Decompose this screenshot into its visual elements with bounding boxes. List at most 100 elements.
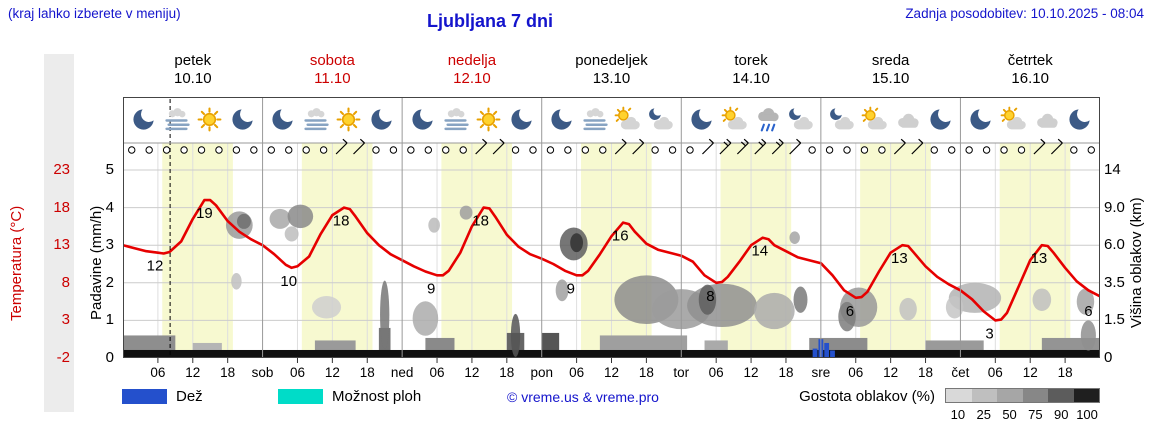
- sun-cloud-icon: [721, 106, 748, 133]
- day-header: četrtek 16.10: [960, 52, 1100, 88]
- day-name: nedelja: [447, 52, 497, 69]
- wind-calm-icon: [459, 146, 467, 154]
- wind-barb-icon: [754, 138, 767, 155]
- cloud-axis-tick: 3.5: [1104, 273, 1125, 291]
- credit-link[interactable]: © vreme.us & vreme.pro: [507, 389, 659, 405]
- density-value: 90: [1053, 407, 1069, 422]
- density-value: 50: [1002, 407, 1017, 422]
- day-abbrev-label: ned: [391, 365, 414, 380]
- time-tick-label: 06: [569, 365, 584, 380]
- showers-legend-swatch: [278, 389, 323, 404]
- time-tick-label: 06: [430, 365, 445, 380]
- cloud-blob: [269, 208, 291, 229]
- density-value: 10: [950, 407, 966, 422]
- time-tick-label: 18: [778, 365, 793, 380]
- time-tick-label: 18: [639, 365, 654, 380]
- chart-frame: [123, 97, 1100, 358]
- cloud-blob: [698, 284, 717, 315]
- time-tick-label: 06: [150, 365, 165, 380]
- cloud-height-axis-label: Višina oblakov (km): [1128, 197, 1145, 329]
- temp-value-label: 9: [427, 280, 435, 297]
- day-band: [580, 143, 652, 358]
- wind-calm-icon: [1017, 146, 1026, 154]
- wind-calm-icon: [651, 146, 659, 154]
- moon-icon: [548, 106, 575, 133]
- time-tick-label: 18: [499, 365, 514, 380]
- temp-value-label: 3: [985, 325, 993, 342]
- wind-barb-icon: [492, 138, 505, 155]
- temp-axis-tick: 13: [53, 236, 70, 254]
- wind-calm-icon: [407, 146, 415, 154]
- temperature-curve: [123, 198, 1100, 322]
- day-date: 16.10: [1011, 70, 1049, 87]
- day-band: [999, 143, 1071, 358]
- showers-legend-label: Možnost ploh: [332, 388, 422, 405]
- wind-calm-icon: [250, 146, 258, 154]
- wind-calm-icon: [930, 146, 938, 154]
- last-updated: Zadnja posodobitev: 10.10.2025 - 08:04: [905, 6, 1144, 21]
- cloud-axis-tick: 1.5: [1104, 311, 1125, 329]
- moon-icon: [269, 106, 296, 133]
- wind-barb-icon: [353, 138, 365, 155]
- time-tick-label: 12: [883, 365, 898, 380]
- wind-calm-icon: [128, 146, 136, 154]
- cloud-blob: [428, 217, 440, 233]
- day-icons: [263, 99, 403, 139]
- time-tick-label: 12: [604, 365, 619, 380]
- cloud-icon: [1033, 106, 1060, 133]
- wind-calm-icon: [319, 146, 328, 154]
- time-tick-label: 12: [325, 365, 340, 380]
- wind-barb-icon: [614, 138, 627, 155]
- time-tick-label: 18: [360, 365, 375, 380]
- cloud-blob: [287, 204, 314, 229]
- density-swatch: [971, 389, 997, 402]
- precip-bar: [812, 348, 818, 358]
- wind-calm-icon: [372, 146, 380, 154]
- temp-value-label: 13: [891, 250, 908, 267]
- precip-axis-tick: 0: [105, 349, 114, 366]
- wind-calm-icon: [668, 146, 677, 154]
- time-tick-label: 06: [848, 365, 863, 380]
- day-date: 13.10: [592, 70, 631, 87]
- day-abbrev-label: sre: [811, 365, 830, 380]
- moon-icon: [508, 106, 535, 133]
- day-abbrev-label: čet: [951, 365, 969, 380]
- wind-calm-icon: [599, 146, 607, 154]
- fog-icon: [581, 106, 609, 133]
- wind-calm-icon: [215, 146, 223, 154]
- day-header: nedelja 12.10: [402, 52, 542, 88]
- cloud-blob: [459, 205, 473, 220]
- temp-value-label: 9: [567, 280, 575, 297]
- cloud-blob: [312, 295, 342, 319]
- temp-value-label: 10: [280, 273, 297, 290]
- temp-value-label: 16: [612, 228, 629, 245]
- day-date: 14.10: [732, 70, 770, 87]
- wind-calm-icon: [581, 146, 590, 154]
- day-date: 12.10: [453, 70, 491, 87]
- cloud-axis-tick: 9.0: [1104, 198, 1125, 216]
- wind-calm-icon: [145, 146, 153, 154]
- day-header: torek 14.10: [681, 52, 821, 88]
- cloud-blob: [838, 301, 856, 332]
- cloud-blob: [687, 283, 757, 327]
- cloud-blob: [899, 297, 917, 321]
- day-name: sobota: [309, 52, 355, 69]
- wind-calm-icon: [843, 146, 851, 154]
- wind-calm-icon: [162, 146, 171, 154]
- temp-axis-tick: 18: [53, 198, 70, 216]
- wind-calm-icon: [197, 146, 206, 154]
- fog-icon: [442, 106, 469, 133]
- day-name: torek: [734, 52, 768, 69]
- sun-cloud-icon: [861, 106, 888, 133]
- moon-cloud-icon: [828, 106, 855, 133]
- temp-value-label: 13: [1031, 250, 1048, 267]
- cloud-blob: [570, 233, 584, 253]
- density-value: 100: [1076, 407, 1098, 422]
- moon-icon: [688, 106, 715, 133]
- precip-bar: [830, 350, 835, 358]
- density-swatch: [1022, 389, 1048, 402]
- wind-calm-icon: [860, 146, 869, 154]
- temp-value-label: 6: [1084, 303, 1092, 320]
- cloud-blob: [284, 226, 299, 242]
